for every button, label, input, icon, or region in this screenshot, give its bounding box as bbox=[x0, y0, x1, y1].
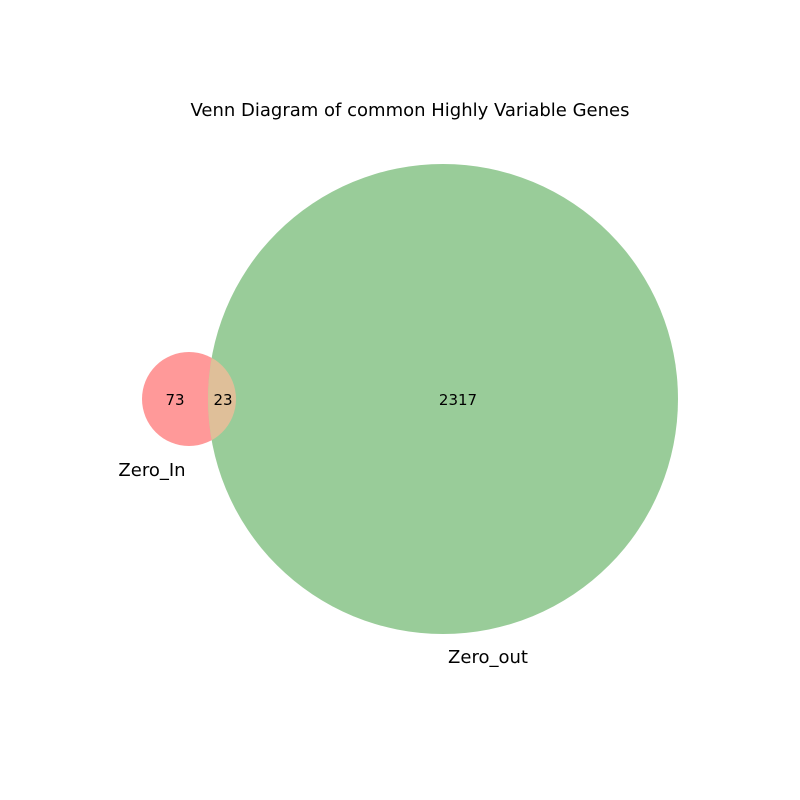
region-count-zero-in-only: 73 bbox=[165, 391, 184, 409]
chart-title: Venn Diagram of common Highly Variable G… bbox=[191, 100, 630, 121]
set-circle-zero-out bbox=[208, 164, 678, 634]
region-count-overlap: 23 bbox=[213, 391, 232, 409]
set-label-zero-in: Zero_In bbox=[118, 460, 185, 481]
region-count-zero-out-only: 2317 bbox=[439, 391, 477, 409]
set-label-zero-out: Zero_out bbox=[448, 647, 528, 668]
